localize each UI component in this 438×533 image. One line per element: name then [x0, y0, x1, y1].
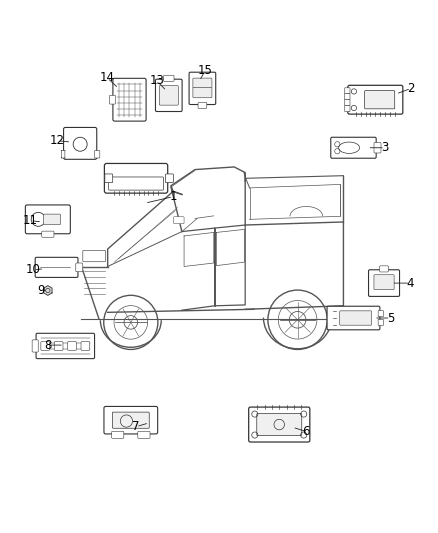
- FancyBboxPatch shape: [109, 177, 163, 190]
- FancyBboxPatch shape: [345, 94, 350, 100]
- FancyBboxPatch shape: [331, 138, 376, 158]
- FancyBboxPatch shape: [104, 164, 168, 193]
- FancyBboxPatch shape: [32, 340, 38, 352]
- FancyBboxPatch shape: [61, 151, 65, 158]
- Text: 3: 3: [381, 141, 389, 154]
- Text: 1: 1: [170, 190, 177, 203]
- FancyBboxPatch shape: [378, 319, 383, 326]
- FancyBboxPatch shape: [83, 251, 106, 262]
- Text: 15: 15: [198, 64, 212, 77]
- FancyBboxPatch shape: [155, 79, 182, 111]
- FancyBboxPatch shape: [41, 342, 49, 350]
- FancyBboxPatch shape: [113, 412, 149, 428]
- FancyBboxPatch shape: [345, 106, 350, 111]
- FancyBboxPatch shape: [327, 306, 380, 330]
- FancyBboxPatch shape: [36, 333, 95, 359]
- Text: 13: 13: [149, 75, 164, 87]
- FancyBboxPatch shape: [76, 263, 83, 272]
- FancyBboxPatch shape: [112, 431, 124, 438]
- FancyBboxPatch shape: [64, 127, 97, 159]
- Text: 7: 7: [132, 420, 140, 433]
- FancyBboxPatch shape: [257, 414, 302, 435]
- FancyBboxPatch shape: [95, 151, 100, 158]
- Text: 9: 9: [38, 284, 45, 297]
- FancyBboxPatch shape: [345, 88, 350, 94]
- FancyBboxPatch shape: [340, 311, 371, 325]
- FancyBboxPatch shape: [345, 100, 350, 106]
- FancyBboxPatch shape: [54, 342, 63, 350]
- FancyBboxPatch shape: [113, 78, 146, 121]
- FancyBboxPatch shape: [42, 231, 54, 237]
- Text: 12: 12: [50, 134, 65, 147]
- FancyBboxPatch shape: [173, 217, 184, 224]
- FancyBboxPatch shape: [364, 91, 395, 109]
- FancyBboxPatch shape: [110, 95, 116, 104]
- Text: 8: 8: [44, 338, 52, 352]
- FancyBboxPatch shape: [249, 407, 310, 442]
- FancyBboxPatch shape: [378, 311, 383, 317]
- FancyBboxPatch shape: [193, 78, 212, 88]
- Text: 5: 5: [387, 311, 394, 325]
- Text: 11: 11: [23, 214, 38, 227]
- FancyBboxPatch shape: [105, 174, 113, 183]
- FancyBboxPatch shape: [163, 75, 174, 82]
- FancyBboxPatch shape: [43, 214, 60, 224]
- FancyBboxPatch shape: [138, 431, 150, 438]
- Text: 6: 6: [303, 425, 310, 438]
- FancyBboxPatch shape: [380, 266, 389, 272]
- Text: 10: 10: [26, 263, 41, 277]
- FancyBboxPatch shape: [166, 174, 173, 183]
- FancyBboxPatch shape: [348, 85, 403, 114]
- FancyBboxPatch shape: [25, 205, 71, 234]
- Polygon shape: [44, 286, 52, 295]
- Text: 14: 14: [100, 71, 115, 84]
- FancyBboxPatch shape: [374, 274, 394, 290]
- FancyBboxPatch shape: [104, 407, 158, 434]
- FancyBboxPatch shape: [81, 342, 90, 350]
- Text: 2: 2: [407, 82, 415, 95]
- FancyBboxPatch shape: [368, 270, 399, 296]
- FancyBboxPatch shape: [35, 257, 78, 277]
- FancyBboxPatch shape: [189, 72, 216, 104]
- FancyBboxPatch shape: [374, 142, 381, 153]
- FancyBboxPatch shape: [159, 86, 178, 105]
- FancyBboxPatch shape: [198, 102, 207, 108]
- FancyBboxPatch shape: [193, 88, 212, 98]
- FancyBboxPatch shape: [67, 342, 76, 350]
- Text: 4: 4: [406, 277, 414, 289]
